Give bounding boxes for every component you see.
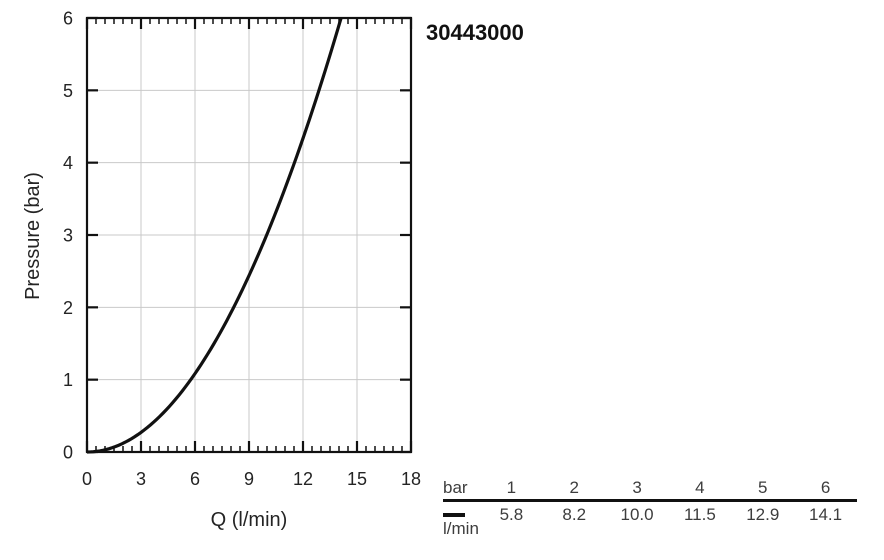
svg-text:3: 3: [63, 226, 73, 246]
svg-text:6: 6: [63, 9, 73, 29]
table-cell-flow: 10.0: [620, 505, 654, 524]
svg-text:0: 0: [63, 443, 73, 463]
svg-text:0: 0: [82, 469, 92, 489]
x-axis-title: Q (l/min): [210, 509, 288, 531]
svg-text:9: 9: [244, 469, 254, 489]
curve-legend-dash-icon: [443, 513, 465, 517]
svg-text:15: 15: [347, 469, 367, 489]
svg-text:3: 3: [136, 469, 146, 489]
y-axis-title: Pressure (bar): [22, 172, 44, 300]
table-cell-pressure: 3: [632, 478, 642, 497]
table-cell-flow: 12.9: [746, 505, 780, 524]
table-unit-bar: bar: [443, 478, 468, 497]
flow-rate-table: bar 1 2 3 4 5 6 l/min 5.8 8.2 10.0 11.5 …: [443, 479, 857, 538]
x-tick-labels: 0 3 6 9 12 15 18: [82, 469, 421, 489]
table-header-row: bar 1 2 3 4 5 6: [443, 479, 857, 497]
svg-text:6: 6: [190, 469, 200, 489]
table-unit-lmin: l/min: [443, 519, 479, 538]
table-cell-pressure: 5: [758, 478, 768, 497]
table-cell-flow: 14.1: [809, 505, 843, 524]
table-cell-pressure: 4: [695, 478, 705, 497]
table-value-row: l/min 5.8 8.2 10.0 11.5 12.9 14.1: [443, 506, 857, 538]
table-cell-pressure: 2: [569, 478, 579, 497]
plot-frame: [85, 16, 413, 454]
table-cell-pressure: 1: [506, 478, 517, 497]
svg-text:2: 2: [63, 298, 73, 318]
svg-text:1: 1: [63, 370, 73, 390]
svg-text:4: 4: [63, 153, 73, 173]
product-code-label: 30443000: [426, 20, 524, 45]
svg-text:18: 18: [401, 469, 421, 489]
table-cell-flow: 8.2: [562, 505, 587, 524]
svg-text:12: 12: [293, 469, 313, 489]
table-cell-flow: 5.8: [499, 505, 524, 524]
table-cell-pressure: 6: [820, 478, 831, 497]
y-tick-labels: 0 1 2 3 4 5 6: [63, 9, 73, 463]
gridlines: [87, 18, 411, 452]
table-divider-rule: [443, 499, 857, 502]
table-cell-flow: 11.5: [683, 505, 716, 524]
flow-curve: [86, 17, 343, 454]
svg-text:5: 5: [63, 81, 73, 101]
